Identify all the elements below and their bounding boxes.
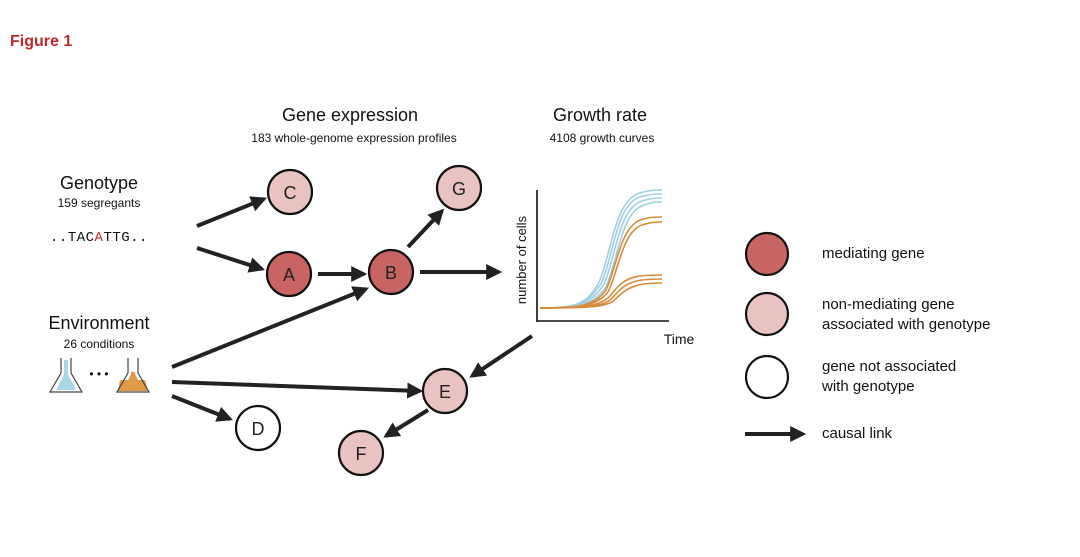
genotype-sequence: ..TACATTG.. [50,230,148,246]
gene-node-c: C [266,168,314,216]
growth-rate-title: Growth rate [553,105,647,125]
growth-curve-blue-1 [539,189,663,309]
legend-label-mediating: mediating gene [822,245,925,262]
legend-label-non-mediating-1: non-mediating gene [822,296,955,313]
arrow-e-to-f [383,408,430,438]
arrow-growth-to-e [469,334,534,378]
growth-curve-orange-2 [539,221,663,309]
orange-flask-icon [115,358,151,393]
legend-label-not-associated-1: gene not associated [822,358,956,375]
arrow-environment-to-d [171,394,233,422]
arrow-environment-to-e [171,380,424,399]
environment-subtitle: 26 conditions [64,337,135,351]
legend: mediating gene non-mediating gene associ… [744,231,990,442]
growth-curve-blue-4 [539,201,663,309]
sequence-prefix: ..TAC [50,230,95,246]
gene-node-b: B [367,248,415,296]
legend-swatch-non-mediating [744,291,790,337]
blue-flask-icon [48,358,84,393]
genotype-title: Genotype [60,173,138,193]
legend-label-non-mediating-2: associated with genotype [822,316,990,333]
gene-node-g: G [435,164,483,212]
node-label-f: F [356,444,367,464]
legend-label-causal: causal link [822,425,893,442]
gene-node-d: D [234,404,282,452]
blue-growth-curves [539,189,663,309]
growth-curve-blue-2 [539,193,663,309]
growth-curve-blue-3 [539,197,663,309]
node-label-g: G [452,179,466,199]
sequence-variant: A [95,230,104,246]
node-label-a: A [283,265,295,285]
growth-curve-orange-1 [539,216,663,309]
gene-node-e: E [421,367,469,415]
node-label-b: B [385,263,397,283]
causal-arrows [171,196,534,438]
arrow-genotype-to-c [196,196,267,228]
growth-x-label: Time [664,331,695,347]
gene-expression-subtitle: 183 whole-genome expression profiles [251,131,456,145]
growth-y-label: number of cells [514,215,529,304]
environment-title: Environment [48,313,149,333]
sequence-suffix: TTG.. [103,230,148,246]
node-label-c: C [284,183,297,203]
figure-label: Figure 1 [10,33,72,50]
gene-node-a: A [265,250,313,298]
node-label-d: D [252,419,265,439]
arrow-genotype-to-a [196,246,266,273]
growth-curve-plot: number of cells Time [514,189,695,347]
growth-rate-subtitle: 4108 growth curves [550,131,655,145]
gene-expression-title: Gene expression [282,105,418,125]
flask-ellipsis: • • • [89,367,108,381]
arrow-environment-to-b [171,286,369,369]
legend-swatch-not-associated [744,354,790,400]
legend-swatch-mediating [744,231,790,277]
growth-curve-orange-5 [539,282,663,309]
arrow-b-to-g [406,208,445,249]
genotype-subtitle: 159 segregants [58,196,141,210]
gene-node-f: F [337,429,385,477]
orange-growth-curves [539,216,663,309]
node-label-e: E [439,382,451,402]
legend-label-not-associated-2: with genotype [821,378,915,395]
